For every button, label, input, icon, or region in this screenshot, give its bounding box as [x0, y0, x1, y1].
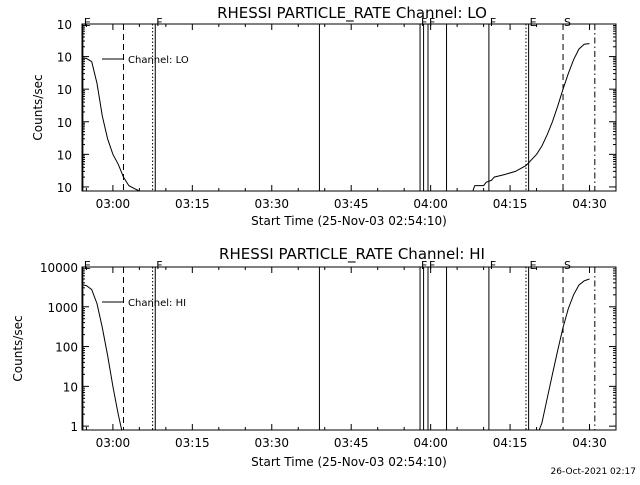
y-tick-base: 10	[57, 18, 72, 32]
event-label: E	[84, 16, 91, 29]
plot-frame	[81, 266, 617, 431]
chart-title: RHESSI PARTICLE_RATE Channel: HI	[219, 245, 485, 264]
y-tick-base: 10	[57, 51, 72, 65]
x-tick-label: 03:45	[334, 436, 369, 450]
x-tick-label: 03:30	[254, 197, 289, 211]
legend-label: Channel: LO	[128, 55, 189, 66]
y-tick-base: 10	[57, 116, 72, 130]
chart-title: RHESSI PARTICLE_RATE Channel: LO	[217, 4, 487, 23]
series-line	[472, 43, 590, 191]
event-label: S	[564, 259, 571, 272]
event-label: S	[564, 16, 571, 29]
y-tick-label: 10	[57, 148, 72, 162]
x-tick-label: 04:30	[572, 436, 607, 450]
event-label: F	[429, 16, 435, 29]
event-label: F	[490, 16, 496, 29]
y-tick-label: 10	[57, 51, 72, 65]
event-label: E	[530, 16, 537, 29]
event-label: E	[84, 259, 91, 272]
y-tick-label: 10	[57, 83, 72, 97]
y-tick-label: 10000	[40, 261, 78, 275]
x-tick-label: 03:45	[334, 197, 369, 211]
event-label: F	[156, 259, 162, 272]
event-label: F	[156, 16, 162, 29]
event-label: F	[429, 259, 435, 272]
y-tick-label: 10	[57, 18, 72, 32]
x-tick-label: 03:15	[175, 436, 210, 450]
chart-panel-lo: RHESSI PARTICLE_RATE Channel: LOE F F F F E SC…	[31, 4, 617, 228]
x-tick-label: 04:30	[572, 197, 607, 211]
y-tick-label: 1000	[47, 301, 78, 315]
y-tick-base: 10	[57, 148, 72, 162]
y-tick-label: 1	[70, 420, 78, 434]
y-tick-label: 10	[63, 380, 78, 394]
y-axis-label: Counts/sec	[11, 315, 25, 381]
x-tick-label: 03:30	[254, 436, 289, 450]
y-tick-label: 100	[55, 341, 78, 355]
x-tick-label: 03:00	[96, 436, 131, 450]
series-line	[82, 57, 140, 191]
event-label: F	[421, 259, 427, 272]
x-axis-label: Start Time (25-Nov-03 02:54:10)	[251, 214, 447, 228]
y-tick-label: 10	[57, 181, 72, 195]
legend-label: Channel: HI	[128, 298, 186, 309]
timestamp-stamp: 26-Oct-2021 02:17	[551, 467, 636, 477]
event-label: F	[490, 259, 496, 272]
x-tick-label: 04:15	[493, 197, 528, 211]
x-tick-label: 03:00	[96, 197, 131, 211]
y-axis-label: Counts/sec	[31, 74, 45, 140]
series-line	[538, 278, 590, 430]
x-axis-label: Start Time (25-Nov-03 02:54:10)	[251, 455, 447, 469]
y-tick-label: 10	[57, 116, 72, 130]
x-tick-label: 04:00	[413, 197, 448, 211]
y-tick-base: 10	[57, 181, 72, 195]
x-tick-label: 03:15	[175, 197, 210, 211]
series-line	[82, 284, 123, 430]
event-label: F	[421, 16, 427, 29]
plot-frame	[81, 23, 617, 192]
y-tick-base: 10	[57, 83, 72, 97]
event-label: E	[530, 259, 537, 272]
x-tick-label: 04:15	[493, 436, 528, 450]
x-tick-label: 04:00	[413, 436, 448, 450]
chart-panel-hi: RHESSI PARTICLE_RATE Channel: HIE F F F F E SC…	[11, 245, 617, 469]
